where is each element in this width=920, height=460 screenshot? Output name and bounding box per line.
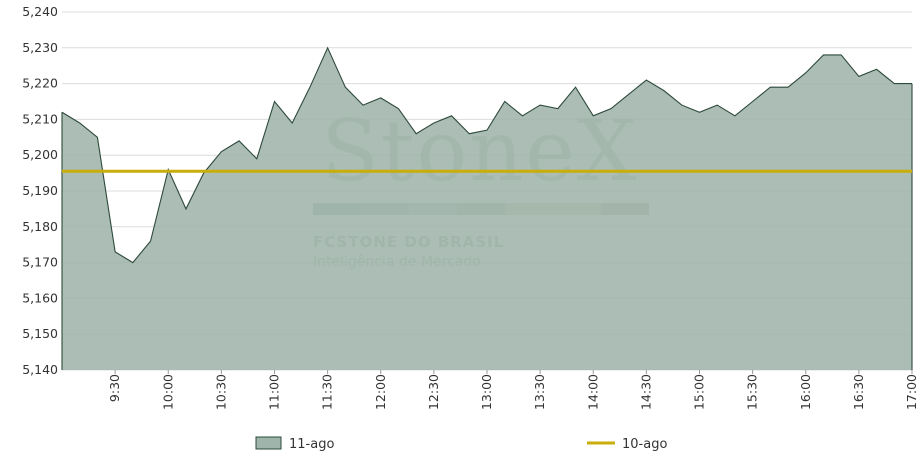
x-tick-label: 13:30 <box>532 374 547 410</box>
x-tick-label: 14:00 <box>585 374 600 410</box>
x-tick-label: 11:30 <box>320 374 335 410</box>
x-tick-label: 11:00 <box>267 374 282 410</box>
area-line-11-ago <box>61 46 912 264</box>
y-tick-label: 5,150 <box>22 326 58 341</box>
area-series-layer <box>61 46 913 371</box>
x-tick-label: 17:00 <box>904 374 919 410</box>
y-tick-label: 5,200 <box>22 147 58 162</box>
legend-label-11-ago: 11-ago <box>289 437 334 452</box>
x-tick-label: 15:00 <box>692 374 707 410</box>
y-tick-label: 5,180 <box>22 219 58 234</box>
legend-swatch-11-ago <box>255 436 282 450</box>
x-tick-label: 9:30 <box>107 374 122 402</box>
x-tick-label: 12:00 <box>373 374 388 410</box>
y-tick-label: 5,220 <box>22 76 58 91</box>
y-tick-label: 5,210 <box>22 111 58 126</box>
x-tick-label: 12:30 <box>426 374 441 410</box>
x-tick-label: 14:30 <box>638 374 653 410</box>
x-tick-label: 10:00 <box>160 374 175 410</box>
legend: 11-ago 10-ago <box>255 436 667 452</box>
y-tick-label: 5,170 <box>22 255 58 270</box>
x-tick-label: 13:00 <box>479 374 494 410</box>
y-tick-label: 5,140 <box>22 362 58 377</box>
y-tick-label: 5,230 <box>22 40 58 55</box>
area-fill-11-ago <box>62 47 912 371</box>
legend-label-10-ago: 10-ago <box>622 437 667 452</box>
y-tick-label: 5,160 <box>22 290 58 305</box>
x-tick-label: 10:30 <box>213 374 228 410</box>
axes: 5,140 5,150 5,160 5,170 5,180 5,190 5,200 5,210… <box>22 4 919 410</box>
x-tick-label: 16:30 <box>851 374 866 410</box>
x-tick-label: 16:00 <box>798 374 813 410</box>
y-tick-label: 5,240 <box>22 4 58 19</box>
x-tick-label: 15:30 <box>745 374 760 410</box>
y-tick-label: 5,190 <box>22 183 58 198</box>
